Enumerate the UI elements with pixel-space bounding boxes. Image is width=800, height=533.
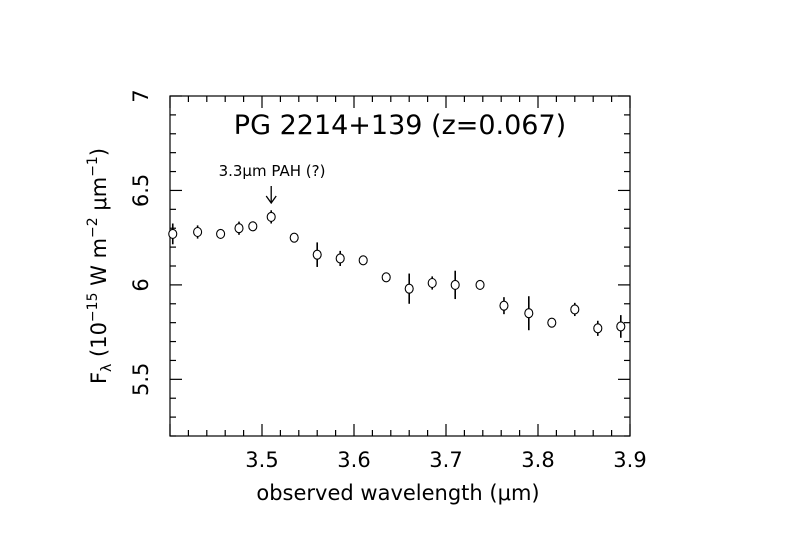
data-point	[593, 320, 603, 336]
x-tick-label: 3.7	[429, 448, 462, 472]
point-marker	[547, 317, 557, 328]
data-point	[427, 276, 437, 290]
data-point	[335, 250, 345, 266]
y-label-exp2: −2	[85, 217, 101, 238]
y-label-open: (10	[87, 322, 111, 364]
data-point	[524, 296, 534, 331]
point-marker	[193, 226, 203, 238]
chart-title: PG 2214+139 (z=0.067)	[234, 110, 566, 141]
data-point	[450, 270, 460, 300]
data-point	[381, 272, 391, 283]
data-point	[358, 255, 368, 266]
y-label-close: )	[87, 148, 111, 156]
point-marker	[234, 223, 244, 234]
y-label-sub: λ	[99, 364, 115, 372]
y-label-exp3: −1	[85, 156, 101, 177]
data-point	[475, 279, 485, 290]
point-marker	[524, 308, 534, 319]
data-point	[499, 297, 509, 315]
y-label-mid: W m	[87, 238, 111, 293]
point-marker	[335, 253, 345, 264]
data-point	[616, 315, 626, 338]
point-marker	[312, 249, 322, 260]
data-point	[570, 302, 580, 317]
data-point	[234, 221, 244, 235]
annotation-label: 3.3μm PAH (?)	[219, 162, 326, 180]
point-marker	[450, 279, 460, 290]
y-tick-label: 7	[129, 89, 153, 102]
data-points	[168, 210, 626, 338]
data-point	[248, 221, 258, 232]
y-tick-label: 5.5	[129, 363, 153, 396]
data-point	[216, 228, 226, 239]
data-point	[312, 242, 322, 267]
data-point	[193, 225, 203, 239]
y-label-exp1: −15	[85, 293, 101, 323]
tick-labels: 3.5 3.6 3.7 3.8 3.9 5.5 6 6.5 7	[129, 89, 647, 472]
x-tick-label: 3.6	[337, 448, 370, 472]
data-point	[168, 223, 178, 245]
x-tick-label: 3.9	[613, 448, 646, 472]
y-axis-label: Fλ (10−15 W m−2 μm−1)	[85, 148, 115, 384]
point-marker	[616, 321, 626, 332]
tick-marks	[169, 95, 631, 437]
x-tick-label: 3.8	[521, 448, 554, 472]
y-tick-label: 6.5	[129, 174, 153, 207]
arrow-head	[265, 195, 277, 205]
plot-frame	[169, 95, 631, 437]
data-point	[547, 317, 557, 328]
y-label-main: F	[87, 372, 111, 384]
point-marker	[248, 221, 258, 232]
point-marker	[404, 283, 414, 294]
point-marker	[381, 272, 391, 283]
point-marker	[266, 211, 276, 222]
annotation-arrow	[265, 186, 277, 205]
data-point	[266, 210, 276, 224]
point-marker	[475, 279, 485, 290]
point-marker	[289, 232, 299, 243]
data-point	[404, 273, 414, 304]
data-point	[289, 232, 299, 243]
y-label-unit: μm	[87, 177, 111, 218]
x-axis-label: observed wavelength (μm)	[256, 481, 539, 505]
x-tick-label: 3.5	[245, 448, 278, 472]
point-marker	[570, 304, 580, 315]
y-tick-label: 6	[129, 278, 153, 291]
point-marker	[593, 323, 603, 334]
point-marker	[168, 228, 178, 239]
point-marker	[427, 277, 437, 289]
point-marker	[358, 255, 368, 266]
point-marker	[216, 228, 226, 239]
point-marker	[499, 300, 509, 311]
